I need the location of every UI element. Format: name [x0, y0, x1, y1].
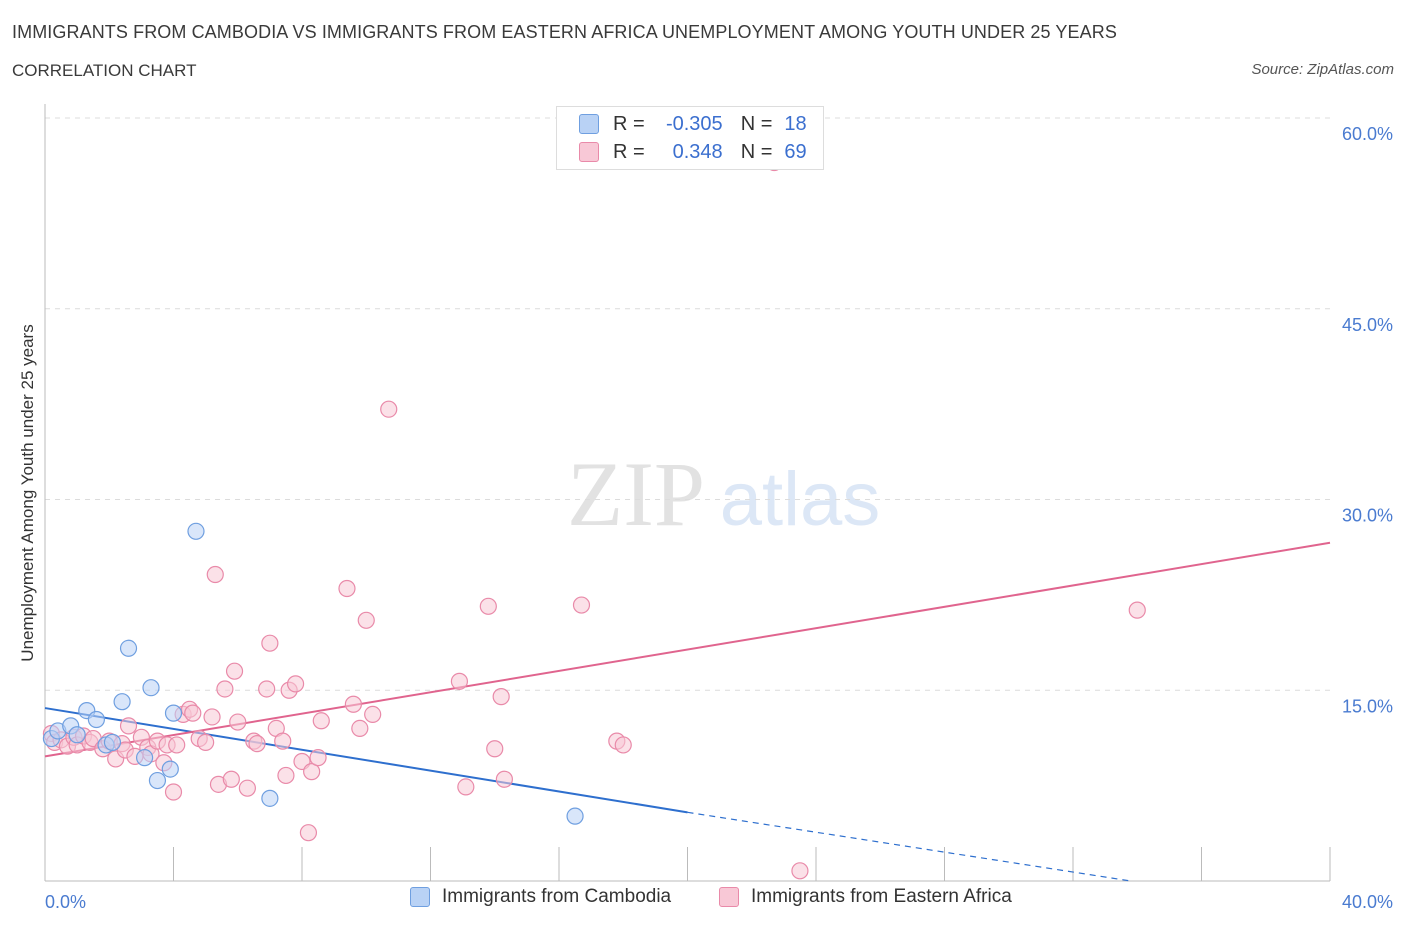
chart-legend: Immigrants from Cambodia Immigrants from… — [0, 886, 1406, 918]
africa-trend-line — [44, 541, 1331, 758]
africa-point — [450, 672, 469, 690]
africa-point — [495, 770, 513, 788]
africa-point — [303, 763, 321, 781]
africa-point — [203, 708, 221, 726]
r-value-cambodia: -0.305 — [665, 112, 723, 135]
cambodia-point — [566, 807, 584, 825]
africa-point — [486, 740, 504, 758]
africa-point — [338, 579, 356, 598]
legend-item-cambodia: Immigrants from Cambodia — [410, 886, 671, 908]
cambodia-point — [187, 522, 205, 540]
legend-label-cambodia: Immigrants from Cambodia — [442, 886, 672, 907]
watermark-zip: ZIP — [567, 443, 705, 545]
cambodia-point — [87, 710, 106, 729]
africa-point — [357, 611, 375, 629]
africa-point — [184, 704, 202, 722]
source-label: Source: ZipAtlas.com — [1251, 61, 1394, 78]
x-tick-label: 0.0% — [45, 892, 86, 912]
y-tick-label: 45.0% — [1342, 315, 1393, 335]
legend-item-africa: Immigrants from Eastern Africa — [719, 886, 1012, 908]
stats-row-cambodia: R = -0.305 N = 18 — [579, 111, 807, 137]
r-label: R = — [613, 140, 645, 163]
stats-row-africa: R = 0.348 N = 69 — [579, 139, 807, 165]
africa-point — [351, 719, 369, 738]
africa-point — [614, 736, 632, 754]
africa-point — [222, 770, 240, 788]
cambodia-point — [103, 733, 122, 751]
cambodia-trend-extension — [687, 811, 1131, 882]
africa-swatch — [579, 142, 599, 162]
legend-swatch-africa — [719, 887, 739, 907]
africa-point — [216, 680, 234, 698]
cambodia-point — [119, 639, 138, 657]
cambodia-point — [113, 693, 131, 711]
cambodia-point — [68, 726, 86, 744]
africa-point — [380, 400, 398, 418]
legend-swatch-cambodia — [410, 887, 430, 907]
africa-point — [457, 778, 475, 796]
africa-point — [274, 732, 292, 750]
n-value-africa: 69 — [784, 140, 807, 163]
chart-subtitle: CORRELATION CHART — [12, 61, 197, 80]
data-points — [42, 153, 1146, 880]
africa-point — [197, 733, 215, 751]
axes — [44, 104, 1331, 882]
africa-point — [299, 824, 318, 842]
cambodia-point — [164, 704, 183, 722]
r-label: R = — [613, 112, 645, 135]
africa-point — [164, 783, 183, 801]
y-axis-label: Unemployment Among Youth under 25 years — [18, 324, 37, 661]
africa-point — [364, 705, 382, 724]
africa-point — [225, 662, 244, 680]
y-tick-label: 15.0% — [1342, 696, 1393, 716]
africa-point — [286, 675, 305, 693]
africa-point — [277, 766, 295, 785]
africa-point — [791, 862, 809, 880]
cambodia-trend-line — [44, 707, 688, 814]
africa-point — [479, 597, 497, 615]
africa-point — [258, 680, 276, 698]
trend-lines — [44, 541, 1331, 882]
africa-point — [168, 736, 186, 754]
cambodia-point — [148, 771, 167, 790]
africa-point — [229, 713, 247, 731]
r-value-africa: 0.348 — [672, 140, 723, 163]
tick-labels: 15.0% 30.0% 45.0% 60.0% 0.0% 40.0% — [45, 124, 1393, 912]
y-tick-label: 60.0% — [1342, 124, 1393, 144]
cambodia-point — [142, 679, 160, 697]
africa-point — [248, 735, 266, 753]
n-value-cambodia: 18 — [784, 112, 807, 135]
africa-point — [119, 717, 138, 735]
n-label: N = — [740, 112, 773, 135]
africa-point — [1128, 601, 1146, 619]
chart-title: IMMIGRANTS FROM CAMBODIA VS IMMIGRANTS F… — [12, 22, 1117, 42]
y-tick-label: 30.0% — [1342, 506, 1393, 526]
africa-point — [238, 779, 256, 797]
cambodia-point — [135, 749, 154, 767]
africa-point — [492, 688, 510, 706]
correlation-stats-box: R = -0.305 N = 18 R = 0.348 N = 69 — [556, 106, 824, 170]
africa-point — [572, 596, 591, 614]
n-label: N = — [740, 140, 773, 163]
africa-point — [344, 695, 362, 713]
africa-point — [312, 712, 330, 730]
cambodia-point — [261, 789, 279, 807]
africa-point — [309, 749, 327, 767]
legend-label-africa: Immigrants from Eastern Africa — [751, 886, 1012, 907]
africa-point — [261, 634, 279, 652]
x-tick-label: 40.0% — [1342, 892, 1393, 912]
africa-point — [206, 565, 224, 584]
cambodia-swatch — [579, 114, 599, 134]
cambodia-point — [161, 760, 179, 778]
